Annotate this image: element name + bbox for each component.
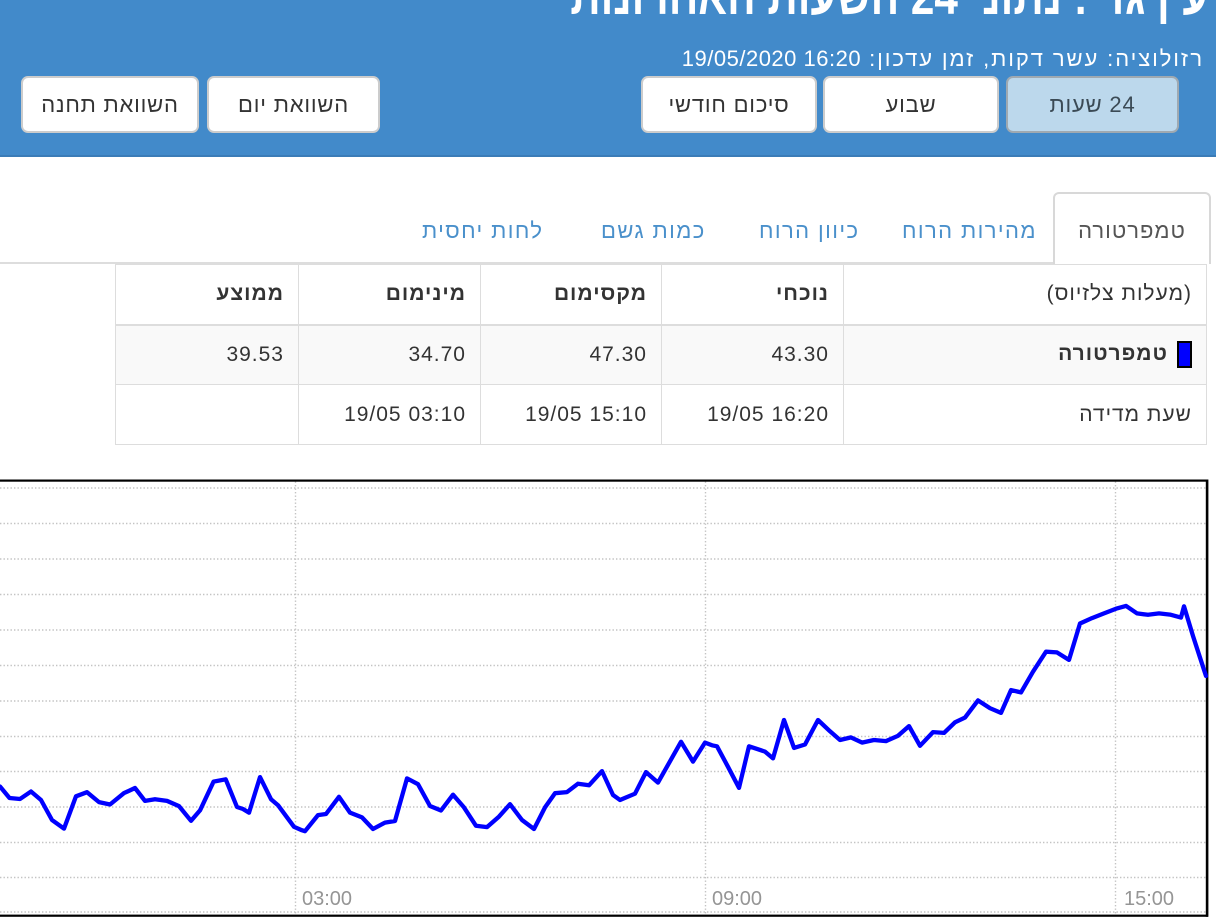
svg-text:03:00: 03:00 xyxy=(302,888,352,910)
svg-text:15:00: 15:00 xyxy=(1124,888,1174,910)
svg-text:09:00: 09:00 xyxy=(712,888,762,910)
